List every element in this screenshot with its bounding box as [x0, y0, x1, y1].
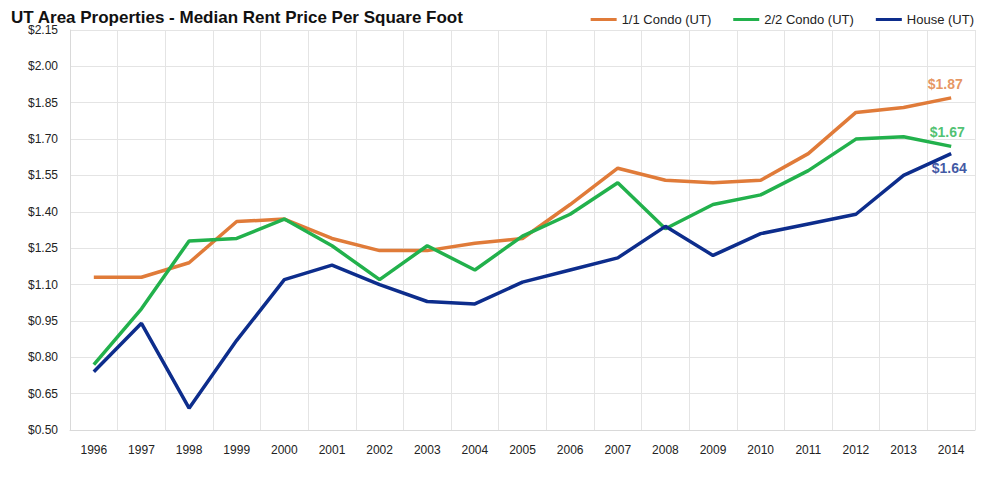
svg-text:2007: 2007 [604, 443, 631, 457]
svg-text:$1.10: $1.10 [28, 278, 58, 292]
svg-text:1996: 1996 [80, 443, 107, 457]
svg-text:$2.15: $2.15 [28, 23, 58, 37]
svg-text:$1.85: $1.85 [28, 96, 58, 110]
svg-text:2014: 2014 [938, 443, 965, 457]
svg-text:UT Area Properties - Median Re: UT Area Properties - Median Rent Price P… [11, 8, 463, 27]
svg-text:$1.70: $1.70 [28, 132, 58, 146]
svg-text:House (UT): House (UT) [907, 12, 974, 27]
svg-text:2005: 2005 [509, 443, 536, 457]
svg-text:2010: 2010 [747, 443, 774, 457]
svg-text:2001: 2001 [319, 443, 346, 457]
svg-text:2000: 2000 [271, 443, 298, 457]
svg-text:$1.87: $1.87 [928, 76, 963, 92]
svg-text:1999: 1999 [223, 443, 250, 457]
svg-text:$0.95: $0.95 [28, 314, 58, 328]
svg-text:2012: 2012 [843, 443, 870, 457]
svg-text:2013: 2013 [890, 443, 917, 457]
svg-text:$2.00: $2.00 [28, 59, 58, 73]
svg-text:$1.67: $1.67 [930, 124, 965, 140]
svg-text:1997: 1997 [128, 443, 155, 457]
svg-text:$0.65: $0.65 [28, 387, 58, 401]
svg-text:2/2 Condo (UT): 2/2 Condo (UT) [764, 12, 854, 27]
svg-text:2002: 2002 [366, 443, 393, 457]
svg-text:$0.80: $0.80 [28, 350, 58, 364]
svg-text:2011: 2011 [795, 443, 821, 457]
svg-text:2006: 2006 [557, 443, 584, 457]
svg-text:2009: 2009 [700, 443, 727, 457]
svg-text:$1.25: $1.25 [28, 241, 58, 255]
svg-text:2008: 2008 [652, 443, 679, 457]
svg-text:$1.64: $1.64 [931, 159, 967, 176]
svg-text:$0.50: $0.50 [28, 423, 58, 437]
svg-text:1998: 1998 [176, 443, 203, 457]
svg-text:$1.55: $1.55 [28, 168, 58, 182]
svg-text:2003: 2003 [414, 443, 441, 457]
svg-text:2004: 2004 [462, 443, 489, 457]
svg-text:$1.40: $1.40 [28, 205, 58, 219]
svg-text:1/1 Condo (UT): 1/1 Condo (UT) [622, 12, 712, 27]
